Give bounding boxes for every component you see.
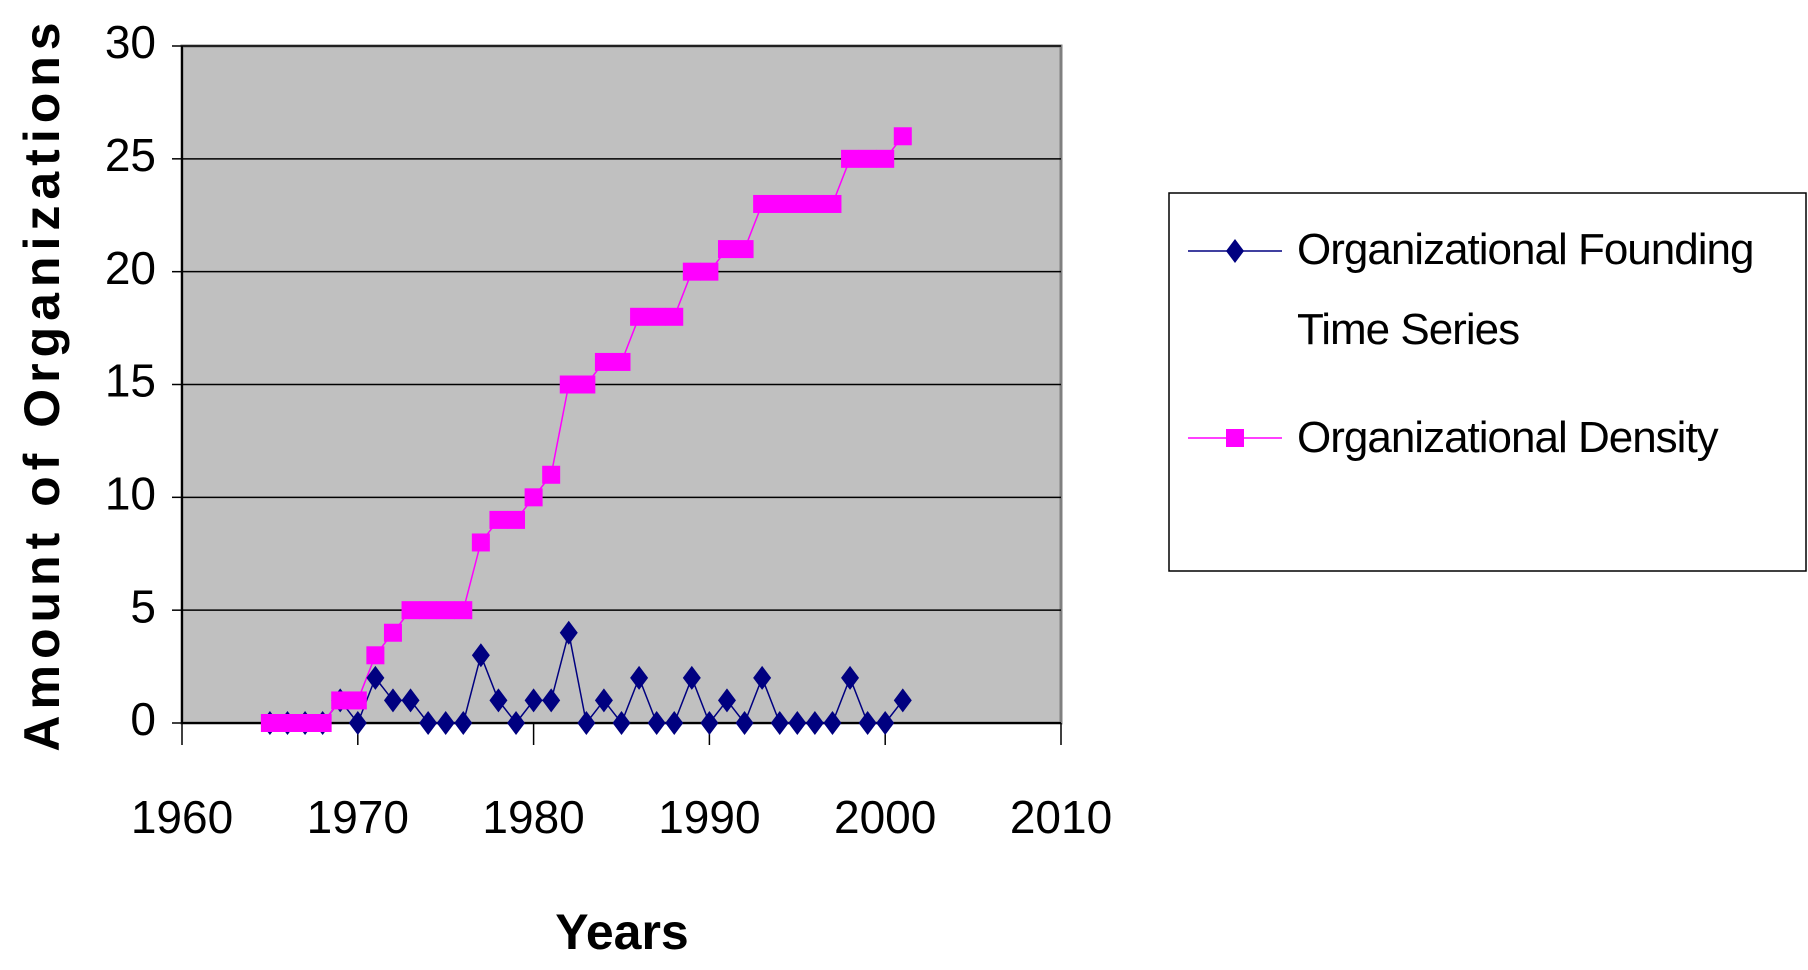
data-point: [383, 688, 402, 713]
data-point: [893, 127, 912, 146]
y-tick-label: 25: [105, 129, 156, 181]
data-point: [665, 711, 684, 735]
legend-label-box: Organizational Founding Time Series: [1297, 225, 1754, 354]
data-point: [542, 465, 561, 484]
data-point: [665, 307, 684, 326]
data-point: [489, 510, 508, 529]
data-point: [841, 149, 860, 168]
x-tick-label: 1970: [307, 791, 409, 843]
data-point: [577, 375, 596, 394]
data-point: [383, 623, 402, 642]
data-point: [559, 620, 578, 645]
data-point: [770, 194, 789, 213]
data-point: [577, 711, 596, 735]
data-point: [507, 711, 526, 735]
data-point: [893, 688, 912, 713]
data-point: [594, 688, 613, 713]
data-point: [296, 714, 315, 732]
legend-marker: [1226, 429, 1244, 447]
data-point: [278, 714, 297, 732]
x-tick-label: 1960: [131, 791, 233, 843]
data-point: [630, 307, 649, 326]
data-point: [612, 711, 631, 735]
data-point: [436, 601, 455, 620]
data-point: [770, 711, 789, 735]
x-tick-label: 2010: [1010, 791, 1112, 843]
y-tick-label: 0: [130, 693, 156, 745]
data-point: [594, 352, 613, 371]
data-point: [313, 714, 332, 732]
data-point: [700, 262, 719, 281]
data-point: [823, 711, 842, 735]
data-point: [630, 665, 649, 690]
data-point: [735, 711, 754, 735]
data-point: [559, 375, 578, 394]
y-tick-label: 10: [105, 467, 156, 519]
data-point: [700, 711, 719, 735]
legend: [1168, 192, 1807, 572]
data-point: [507, 510, 526, 529]
data-point: [348, 691, 367, 710]
data-point: [419, 601, 438, 620]
data-point: [805, 711, 824, 735]
data-point: [682, 262, 701, 281]
data-point: [436, 711, 455, 735]
legend-marker: [1226, 239, 1244, 263]
y-tick-label: 20: [105, 242, 156, 294]
data-point: [489, 688, 508, 713]
data-point: [805, 194, 824, 213]
y-tick-label: 5: [130, 580, 156, 632]
data-point: [841, 665, 860, 690]
data-point: [471, 643, 490, 668]
data-point: [753, 194, 772, 213]
data-point: [647, 307, 666, 326]
data-point: [401, 601, 420, 620]
data-point: [454, 601, 473, 620]
data-point: [823, 194, 842, 213]
data-point: [788, 711, 807, 735]
data-point: [612, 352, 631, 371]
data-point: [753, 665, 772, 690]
data-point: [876, 149, 895, 168]
x-tick-label: 1980: [482, 791, 584, 843]
legend-label-box: Organizational Density: [1297, 413, 1719, 462]
data-point: [717, 240, 736, 259]
data-point: [524, 688, 543, 713]
data-point: [682, 665, 701, 690]
legend-label: Organizational Founding Time Series: [1297, 225, 1754, 354]
data-point: [524, 488, 543, 507]
data-point: [735, 240, 754, 259]
data-point: [366, 646, 385, 665]
x-axis-title: Years: [555, 904, 688, 960]
data-point: [419, 711, 438, 735]
y-tick-label: 30: [105, 16, 156, 68]
data-point: [366, 665, 385, 690]
x-tick-label: 2000: [834, 791, 936, 843]
x-tick-label: 1990: [658, 791, 760, 843]
y-axis-title: Amount of Organizations: [14, 16, 70, 751]
data-point: [858, 711, 877, 735]
data-point: [348, 711, 367, 735]
data-point: [858, 149, 877, 168]
data-point: [331, 691, 350, 710]
data-point: [647, 711, 666, 735]
data-point: [471, 533, 490, 552]
data-point: [717, 688, 736, 713]
legend-label: Organizational Density: [1297, 413, 1719, 462]
data-point: [788, 194, 807, 213]
data-point: [454, 711, 473, 735]
y-tick-label: 15: [105, 355, 156, 407]
data-point: [542, 688, 561, 713]
data-point: [260, 714, 279, 732]
data-point: [401, 688, 420, 713]
data-point: [876, 711, 895, 735]
